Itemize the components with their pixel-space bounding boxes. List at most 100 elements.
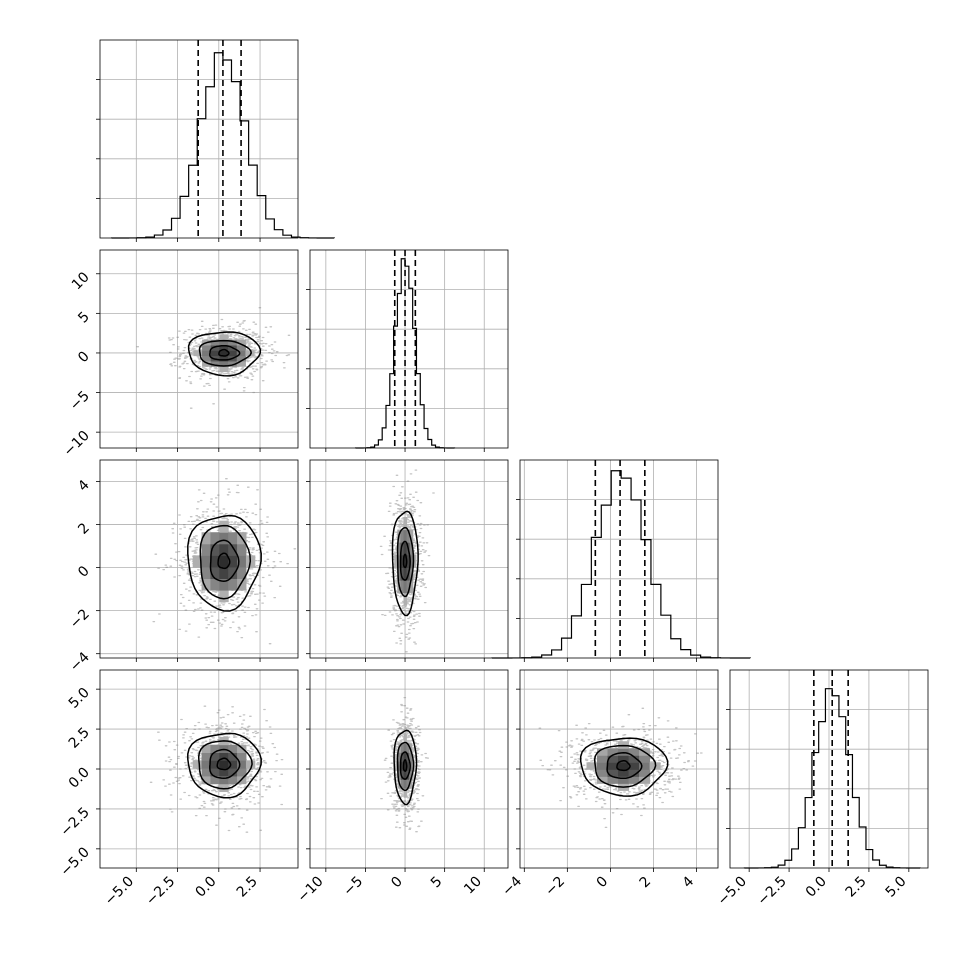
density-cell [403,761,407,771]
density-cell [618,762,630,770]
x-tick-label: 2.5 [234,874,261,901]
density-cell [219,555,229,568]
density-cell [219,334,229,341]
density-cell [400,554,404,568]
density-cell [607,755,619,763]
contour-line [606,752,643,780]
density-cell [228,752,238,761]
density-cell [210,760,220,769]
density-cell [201,555,211,568]
density-cell [245,760,256,769]
density-cell [403,752,407,762]
density-cell [210,578,220,591]
density-cell [628,762,640,770]
density-cell [201,744,211,753]
density-cell [219,590,229,603]
density-cell [228,744,238,753]
density-cell [219,350,229,357]
density-cell [219,760,229,769]
density-cell [400,761,405,771]
density-cell [406,779,410,789]
density-cell [639,755,651,763]
density-cell [210,543,220,556]
density-cell [403,542,408,556]
x-tick-label: 0.0 [193,874,220,901]
density-cell [618,755,630,763]
density-cell [228,555,238,568]
contour-line [579,737,669,797]
contour-line [593,744,657,788]
histogram-step [110,52,335,239]
x-tick-label: −5.0 [715,874,750,909]
density-cell [398,770,402,780]
density-cell [219,520,229,533]
x-tick-label: −5.0 [102,874,137,909]
density-cell [409,779,413,789]
contour-line [209,539,240,582]
density-cell [397,542,401,556]
density-cell [201,543,211,556]
density-cell [202,355,212,362]
density-cell [403,592,408,606]
panel-frame [99,459,299,659]
density-cell [406,743,410,753]
density-cell [193,350,203,357]
density-cell [403,779,407,789]
density-cell [409,770,413,780]
density-cell [219,768,229,777]
density-cell [201,532,211,545]
density-cell [618,769,630,777]
y-tick-label: −5 [67,388,93,414]
y-tick-label: −5.0 [57,844,92,879]
density-cell [237,555,247,568]
y-tick-label: −4 [67,649,93,675]
density-cell [219,344,229,351]
x-tick-label: 0.0 [803,874,830,901]
density-cell [210,532,220,545]
density-cell [398,743,402,753]
density-cell [607,776,619,784]
x-tick-label: 0 [388,874,406,892]
density-cell [237,760,247,769]
density-cell [400,779,405,789]
density-cell [628,748,640,756]
density-cell [219,360,229,367]
density-cell [409,529,414,543]
density-cell [210,566,220,580]
density-cell [210,350,220,357]
density-cell [236,339,246,346]
x-tick-label: −2.5 [755,874,790,909]
density-cell [210,775,220,785]
density-cell [219,543,229,556]
density-cell [628,776,640,784]
density-cell [236,355,246,362]
x-tick-label: −10 [294,874,326,906]
contour-line [209,748,241,780]
density-cell [236,360,246,367]
density-cell [202,344,212,351]
panel-frame [309,459,509,659]
x-tick-label: 4 [680,873,698,891]
density-cell [219,566,229,580]
contour-line [187,331,262,377]
density-cell [607,769,619,777]
contour-line [391,510,419,617]
density-cell [201,566,211,580]
density-cell [210,360,220,367]
density-cell [394,554,398,568]
density-cell [397,567,401,581]
density-cell [400,542,404,556]
density-cell [228,532,238,545]
density-cell [398,752,402,762]
density-cell [409,752,413,762]
density-cell [409,580,414,594]
x-tick-label: 0 [594,874,612,892]
density-cell [639,762,651,770]
density-cell [228,350,238,357]
density-cell [403,734,407,744]
density-cell [219,532,229,545]
histogram-panel: −5.0 −2.5 0.0 2.5 5.0 [715,669,929,909]
density-cell [210,744,220,753]
y-tick-label: 0 [75,563,93,581]
density-cell [201,752,211,761]
